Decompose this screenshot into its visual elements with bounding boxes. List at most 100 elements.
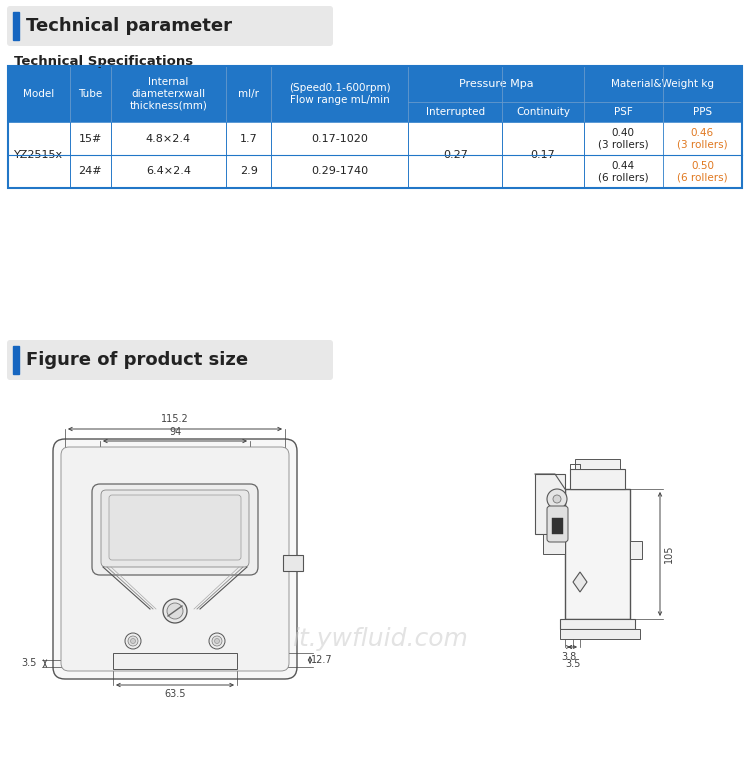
- Bar: [13, 12, 19, 40]
- Text: Interrupted: Interrupted: [426, 107, 484, 117]
- Text: PPS: PPS: [693, 107, 712, 117]
- Bar: [113, 653, 237, 669]
- Circle shape: [167, 603, 183, 619]
- Text: 4.8×2.4: 4.8×2.4: [146, 134, 191, 144]
- Bar: [8, 66, 70, 122]
- Bar: [226, 155, 272, 188]
- Circle shape: [163, 599, 187, 623]
- Text: Internal
diameterxwall
thickness(mm): Internal diameterxwall thickness(mm): [130, 78, 208, 111]
- Bar: [503, 122, 584, 155]
- Text: 0.17: 0.17: [530, 150, 555, 160]
- Text: 63.5: 63.5: [164, 689, 186, 699]
- Text: 3.5: 3.5: [566, 659, 580, 669]
- Text: Model: Model: [23, 89, 55, 99]
- Circle shape: [128, 636, 138, 646]
- Bar: [283, 555, 303, 571]
- Text: Technical parameter: Technical parameter: [26, 17, 232, 35]
- Bar: [8, 122, 70, 188]
- Text: PSF: PSF: [614, 107, 632, 117]
- Text: 12.7: 12.7: [311, 655, 333, 665]
- Bar: [408, 66, 584, 102]
- Text: 0.27: 0.27: [442, 150, 468, 160]
- Text: Figure of product size: Figure of product size: [26, 351, 248, 369]
- Text: 94: 94: [169, 427, 182, 437]
- FancyBboxPatch shape: [109, 495, 241, 560]
- Bar: [503, 122, 584, 188]
- Bar: [663, 102, 742, 122]
- Bar: [13, 346, 19, 374]
- Circle shape: [212, 636, 222, 646]
- Bar: [663, 122, 742, 155]
- Text: 3.5: 3.5: [22, 658, 37, 668]
- Text: 0.29-1740: 0.29-1740: [311, 167, 368, 177]
- Bar: [111, 66, 226, 122]
- Bar: [503, 155, 584, 188]
- Bar: [70, 66, 111, 122]
- Text: 0.17-1020: 0.17-1020: [311, 134, 368, 144]
- Bar: [560, 619, 635, 629]
- Bar: [272, 66, 408, 122]
- Bar: [560, 629, 640, 639]
- FancyBboxPatch shape: [92, 484, 258, 575]
- Circle shape: [209, 633, 225, 649]
- Bar: [408, 155, 503, 188]
- Text: 2.9: 2.9: [240, 167, 258, 177]
- Text: Continuity: Continuity: [516, 107, 570, 117]
- Text: it.ywfluid.com: it.ywfluid.com: [292, 627, 468, 651]
- Bar: [565, 489, 630, 619]
- Bar: [630, 541, 642, 559]
- FancyBboxPatch shape: [7, 6, 333, 46]
- Text: 6.4×2.4: 6.4×2.4: [146, 167, 191, 177]
- Bar: [226, 66, 272, 122]
- Bar: [408, 122, 503, 188]
- FancyBboxPatch shape: [7, 340, 333, 380]
- Text: 0.46
(3 rollers): 0.46 (3 rollers): [677, 128, 728, 149]
- Circle shape: [214, 638, 220, 644]
- Polygon shape: [573, 572, 587, 592]
- Text: 0.40
(3 rollers): 0.40 (3 rollers): [598, 128, 649, 149]
- Bar: [272, 122, 408, 155]
- Bar: [535, 474, 565, 534]
- Bar: [8, 122, 70, 155]
- Text: 115.2: 115.2: [161, 414, 189, 424]
- Bar: [408, 102, 503, 122]
- Text: Tube: Tube: [78, 89, 103, 99]
- Text: 0.50
(6 rollers): 0.50 (6 rollers): [677, 161, 728, 182]
- Text: 15#: 15#: [79, 134, 102, 144]
- Circle shape: [553, 495, 561, 503]
- Bar: [70, 122, 111, 155]
- Text: 105: 105: [664, 544, 674, 563]
- Text: YZ2515x: YZ2515x: [14, 150, 64, 160]
- Text: Material&Weight kg: Material&Weight kg: [611, 79, 714, 89]
- Bar: [570, 469, 625, 489]
- Text: 3.8: 3.8: [561, 652, 577, 662]
- Text: 0.44
(6 rollers): 0.44 (6 rollers): [598, 161, 649, 182]
- Text: Technical Specifications: Technical Specifications: [14, 55, 194, 68]
- Bar: [663, 155, 742, 188]
- Text: Pressure Mpa: Pressure Mpa: [458, 79, 533, 89]
- Text: (Speed0.1-600rpm)
Flow range mL/min: (Speed0.1-600rpm) Flow range mL/min: [289, 83, 391, 105]
- Circle shape: [130, 638, 136, 644]
- Bar: [584, 66, 742, 102]
- FancyBboxPatch shape: [101, 490, 249, 567]
- Bar: [575, 459, 620, 469]
- Bar: [408, 122, 503, 155]
- Circle shape: [125, 633, 141, 649]
- Text: 1.7: 1.7: [240, 134, 257, 144]
- Circle shape: [547, 489, 567, 509]
- Bar: [543, 534, 565, 554]
- FancyBboxPatch shape: [61, 447, 289, 671]
- Bar: [226, 122, 272, 155]
- Bar: [111, 122, 226, 155]
- FancyBboxPatch shape: [547, 506, 568, 542]
- Bar: [584, 122, 663, 155]
- Text: ml/r: ml/r: [238, 89, 260, 99]
- Bar: [503, 102, 584, 122]
- Text: 24#: 24#: [79, 167, 102, 177]
- FancyBboxPatch shape: [53, 439, 297, 679]
- Bar: [8, 66, 742, 188]
- Bar: [70, 155, 111, 188]
- Bar: [584, 102, 663, 122]
- Bar: [111, 155, 226, 188]
- Bar: [584, 155, 663, 188]
